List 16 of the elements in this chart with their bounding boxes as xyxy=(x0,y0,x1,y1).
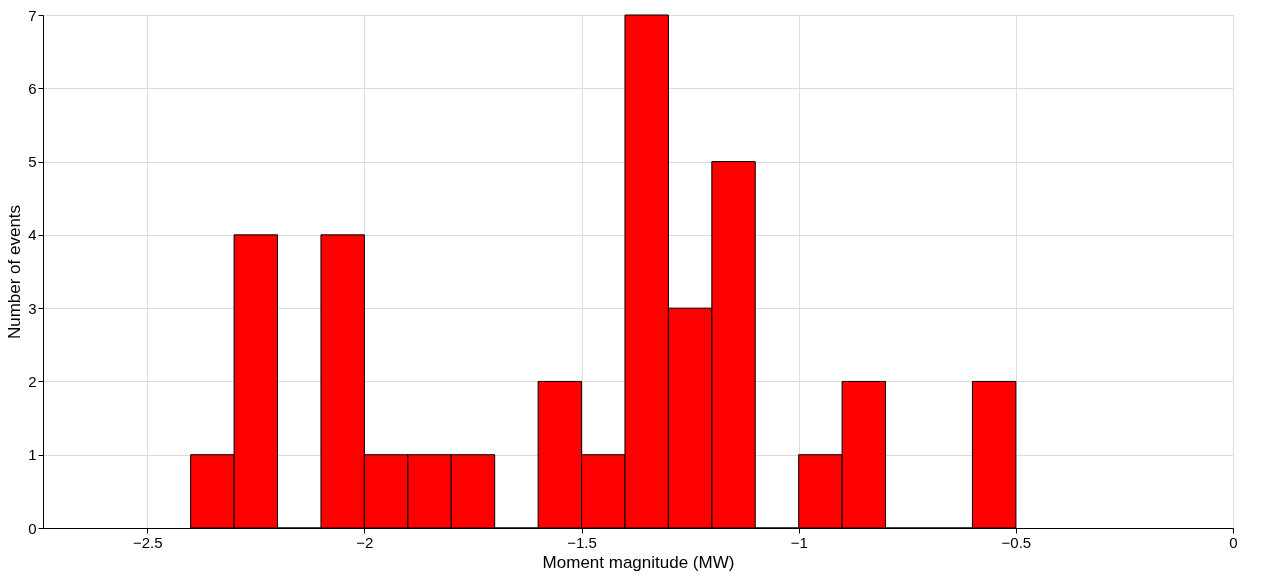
y-tick-label: 5 xyxy=(28,153,37,171)
x-axis-title: Moment magnitude (MW) xyxy=(542,552,735,572)
y-axis-title: Number of events xyxy=(5,204,25,340)
x-tick-label: −2 xyxy=(356,533,374,551)
y-tick-label: 2 xyxy=(28,372,37,390)
x-tick-label: −2.5 xyxy=(132,533,163,551)
y-tick-label: 7 xyxy=(28,6,37,24)
y-tick-label: 1 xyxy=(28,446,37,464)
y-tick-label: 3 xyxy=(28,299,37,317)
x-tick-label: −1 xyxy=(790,533,808,551)
x-tick-label: −1.5 xyxy=(567,533,597,551)
y-tick-label: 0 xyxy=(28,519,37,537)
y-tick-label: 6 xyxy=(28,79,37,97)
x-tick-label: 0 xyxy=(1229,533,1238,551)
x-tick-label: −0.5 xyxy=(1001,533,1032,551)
y-tick-label: 4 xyxy=(28,226,37,244)
